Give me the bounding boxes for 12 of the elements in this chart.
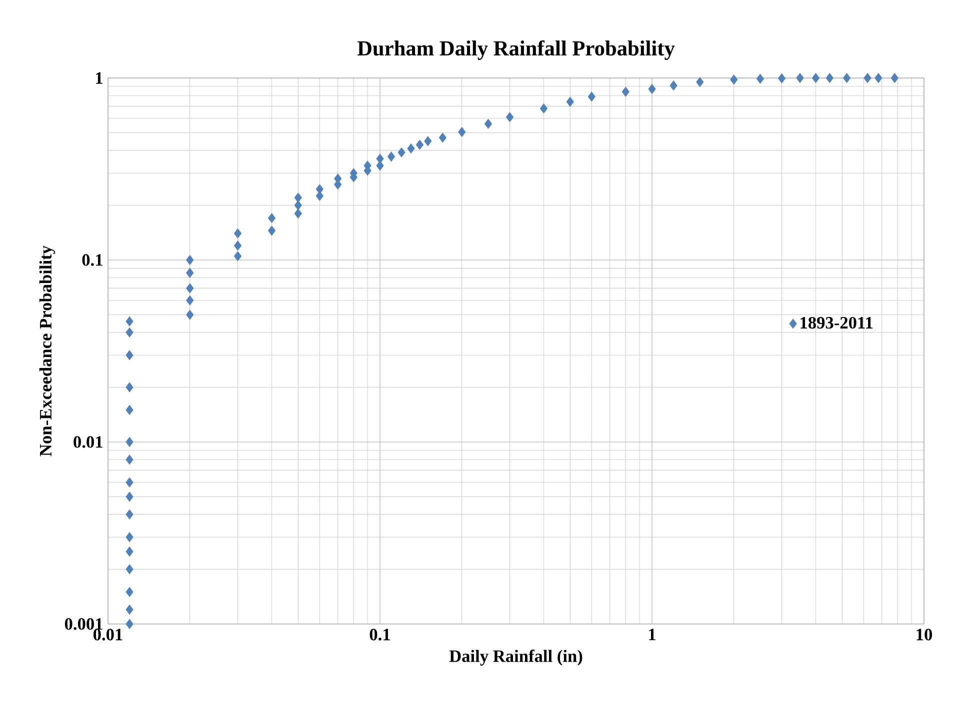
x-tick-label: 10 xyxy=(916,628,932,640)
x-axis-title: Daily Rainfall (in) xyxy=(449,649,582,666)
y-tick-label: 0.001 xyxy=(64,618,102,630)
x-tick-label: 1 xyxy=(649,628,656,640)
legend-label: 1893-2011 xyxy=(800,316,872,328)
chart-title: Durham Daily Rainfall Probability xyxy=(357,40,675,60)
y-axis-title: Non-Exceedance Probability xyxy=(39,245,56,456)
x-tick-label: 0.01 xyxy=(94,628,122,640)
y-tick-label: 0.1 xyxy=(82,254,102,266)
x-tick-label: 0.1 xyxy=(370,628,390,640)
y-tick-label: 0.01 xyxy=(74,436,102,448)
y-tick-label: 1 xyxy=(96,72,102,84)
